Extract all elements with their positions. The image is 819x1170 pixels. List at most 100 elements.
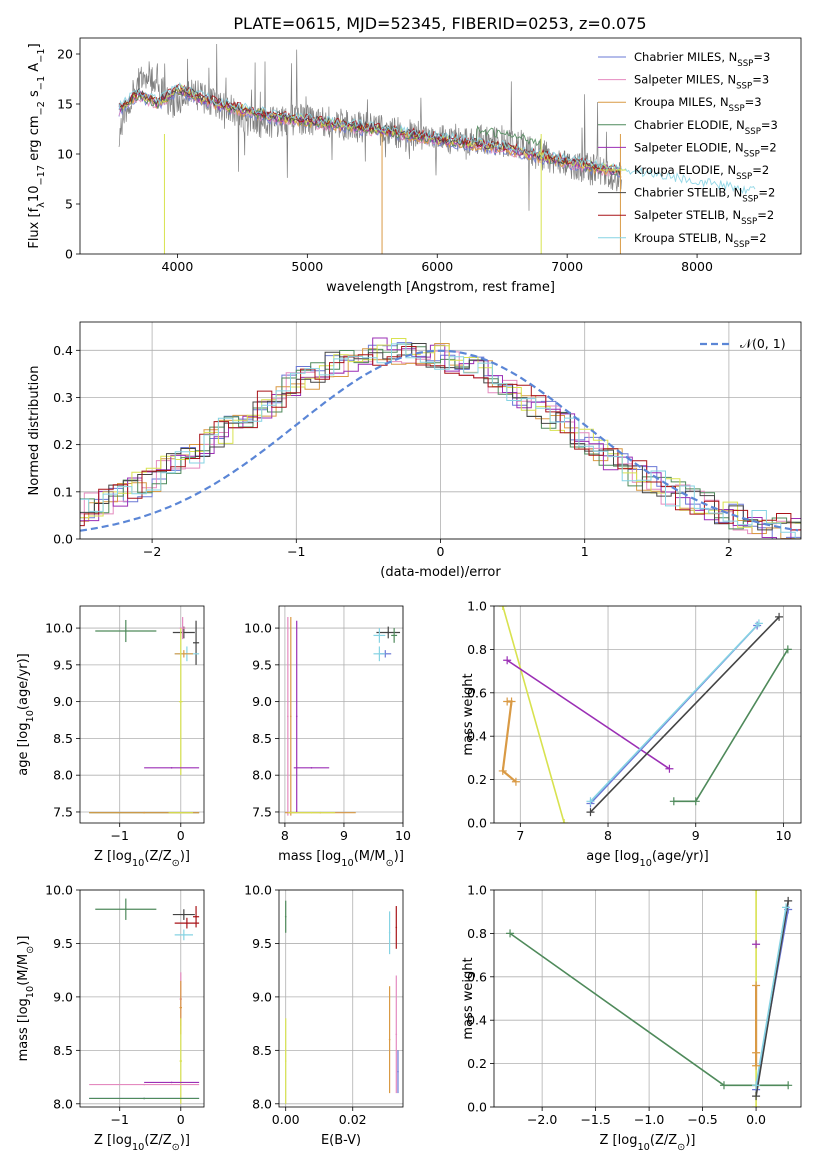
weight-vs-z-xtick-label-0: −2.0 (527, 1112, 557, 1127)
legend-label: Salpeter STELIB, N (634, 208, 741, 222)
mass-vs-ebv-ytick-label-3: 9.5 (252, 936, 272, 951)
weight-vs-age-marks (498, 606, 792, 823)
weight-vs-z-ytick-label-0: 0.0 (467, 1100, 487, 1115)
age-vs-mass-xtick-label-1: 9 (340, 828, 348, 843)
residual-histogram-6 (80, 343, 801, 539)
spectrum-frame (79, 37, 802, 255)
legend-label: Salpeter ELODIE, N (634, 140, 744, 154)
legend-suffix: =3 (753, 50, 770, 64)
mass-vs-ebv-point-2 (388, 931, 391, 934)
age-vs-z-point-7 (170, 767, 173, 769)
legend-entry-1: Salpeter MILES, NSSP=3 (634, 73, 769, 92)
legend-subscript: SSP (745, 127, 761, 137)
spectrum-model-7 (118, 83, 622, 174)
spectrum-ytick-label-0: 0 (65, 247, 73, 262)
figure-title: PLATE=0615, MJD=52345, FIBERID=0253, z=0… (233, 14, 646, 33)
age-vs-mass-xlabel-part: mass [log (278, 849, 341, 864)
age-vs-mass-point-10 (310, 811, 313, 814)
weight-vs-age-frame (493, 605, 802, 824)
residual-histogram-7 (80, 346, 801, 531)
residuals-xtick-label-0: −2 (143, 544, 161, 559)
age-vs-mass-ytick-label-0: 7.5 (252, 804, 272, 819)
mass-vs-z-point-6 (179, 1006, 182, 1009)
legend-subscript: SSP (736, 172, 752, 182)
weight-vs-age-series-2 (501, 700, 517, 783)
spectrum-ytick-label-4: 20 (57, 47, 73, 62)
mass-vs-z-xlabel-part: (Z/Z (144, 1133, 171, 1148)
spectrum-ylabel-part: 10 (27, 186, 42, 203)
age-vs-z-xtick-label-1: 0 (177, 828, 185, 843)
age-vs-mass-point-5 (287, 715, 289, 718)
mass-vs-ebv-point-4 (395, 926, 398, 929)
age-vs-mass-xtick-label-2: 10 (395, 828, 411, 843)
mass-vs-z-ylabel-part: 10 (25, 986, 36, 998)
weight-vs-z-xlabel-part: )] (685, 1133, 695, 1148)
mass-vs-z-point-0 (125, 908, 127, 911)
age-vs-z-xlabel-part: )] (180, 849, 190, 864)
age-vs-z-point-0 (125, 630, 127, 632)
residuals-xlabel: (data-model)/error (380, 565, 501, 580)
legend-suffix: =2 (758, 186, 775, 200)
weight-vs-z-xlabel-part: Z [log (600, 1133, 638, 1148)
mass-vs-z-marks (89, 898, 200, 1104)
spectrum-ylabel-part: ] (27, 43, 42, 48)
age-vs-z-axes: −1 07.58.08.59.09.510.0Z [log10(Z/Z⊙)]age… (16, 605, 205, 869)
legend-entry-7: Salpeter STELIB, NSSP=2 (634, 208, 774, 227)
mass-vs-z-axes: −1 08.08.59.09.510.0Z [log10(Z/Z⊙)]mass [… (16, 883, 205, 1153)
mass-vs-ebv-marks (284, 900, 399, 1104)
residuals-ytick-label-1: 0.1 (53, 484, 73, 499)
weight-vs-age-xlabel-part: (age/yr)] (652, 849, 709, 864)
residuals-ytick-label-2: 0.2 (53, 437, 73, 452)
age-vs-z-xlabel-part: ⊙ (172, 858, 180, 869)
legend-subscript: SSP (742, 195, 758, 205)
weight-vs-age-series-5 (589, 616, 780, 813)
age-vs-mass-xlabel-part: ⊙ (386, 858, 394, 869)
age-vs-mass-point-4 (393, 634, 395, 637)
age-vs-z-xtick-label-0: −1 (110, 828, 128, 843)
weight-vs-z-marker-3-0 (752, 1092, 761, 1101)
mass-vs-ebv-point-3 (388, 1038, 391, 1041)
weight-vs-age-marker-4-1 (754, 619, 763, 628)
legend-label: Kroupa MILES, N (634, 95, 729, 109)
weight-vs-age-series-6 (673, 648, 789, 803)
normal-legend-label: 𝒩(0, 1) (740, 336, 786, 351)
age-vs-z-ylabel: age [log10(age/yr)] (16, 653, 36, 776)
legend-suffix: =2 (760, 140, 777, 154)
age-vs-mass-point-6 (290, 715, 292, 718)
age-vs-z-xlabel-part: 10 (132, 858, 144, 869)
weight-vs-age-marker-5-0 (586, 808, 595, 817)
weight-vs-z-xlabel-part: ⊙ (677, 1142, 685, 1153)
spectrum-marks (118, 43, 756, 254)
mass-vs-z-ylabel-part: mass [log (16, 998, 31, 1061)
weight-vs-age-xlabel: age [log10(age/yr)] (586, 849, 709, 869)
weight-vs-z-ytick-label-3: 0.6 (467, 969, 487, 984)
weight-vs-z-xtick-label-2: −1.0 (634, 1112, 664, 1127)
age-vs-z-ytick-label-0: 7.5 (53, 804, 73, 819)
legend-suffix: =2 (757, 208, 774, 222)
spectrum-ylabel-part: A (27, 63, 42, 76)
residuals-frame (79, 321, 802, 540)
mass-vs-ebv-axes: 0.00 0.02 8.0 8.5 9.0 9.5 10.0 E(B-V) (244, 883, 404, 1148)
spectrum-xtick-label-3: 7000 (551, 259, 583, 274)
spectrum-xtick-label-2: 6000 (421, 259, 453, 274)
weight-vs-age-marker-2-2 (498, 766, 507, 775)
legend-suffix: =3 (752, 73, 769, 87)
weight-vs-age-series-1 (506, 659, 670, 770)
residual-histogram-8 (80, 343, 801, 539)
age-vs-mass-xlabel-part: )] (394, 849, 404, 864)
age-vs-z-point-2 (195, 641, 197, 644)
residuals-xtick-label-1: −1 (287, 544, 305, 559)
spectrum-model-8 (118, 81, 756, 195)
age-vs-z-point-6 (179, 700, 182, 703)
age-vs-mass-ytick-label-4: 9.5 (252, 657, 272, 672)
residuals-ylabel: Normed distribution (27, 366, 42, 496)
legend-subscript: SSP (741, 217, 757, 227)
mass-vs-z-point-3 (186, 922, 188, 924)
age-vs-mass-ytick-label-2: 8.5 (252, 731, 272, 746)
legend-subscript: SSP (744, 149, 760, 159)
weight-vs-z-marker-1-0 (506, 929, 515, 938)
weight-vs-z-marks (506, 890, 793, 1107)
mass-vs-ebv-xtick-label-1: 0.02 (339, 1112, 367, 1127)
mass-vs-z-point-7 (179, 1060, 182, 1062)
